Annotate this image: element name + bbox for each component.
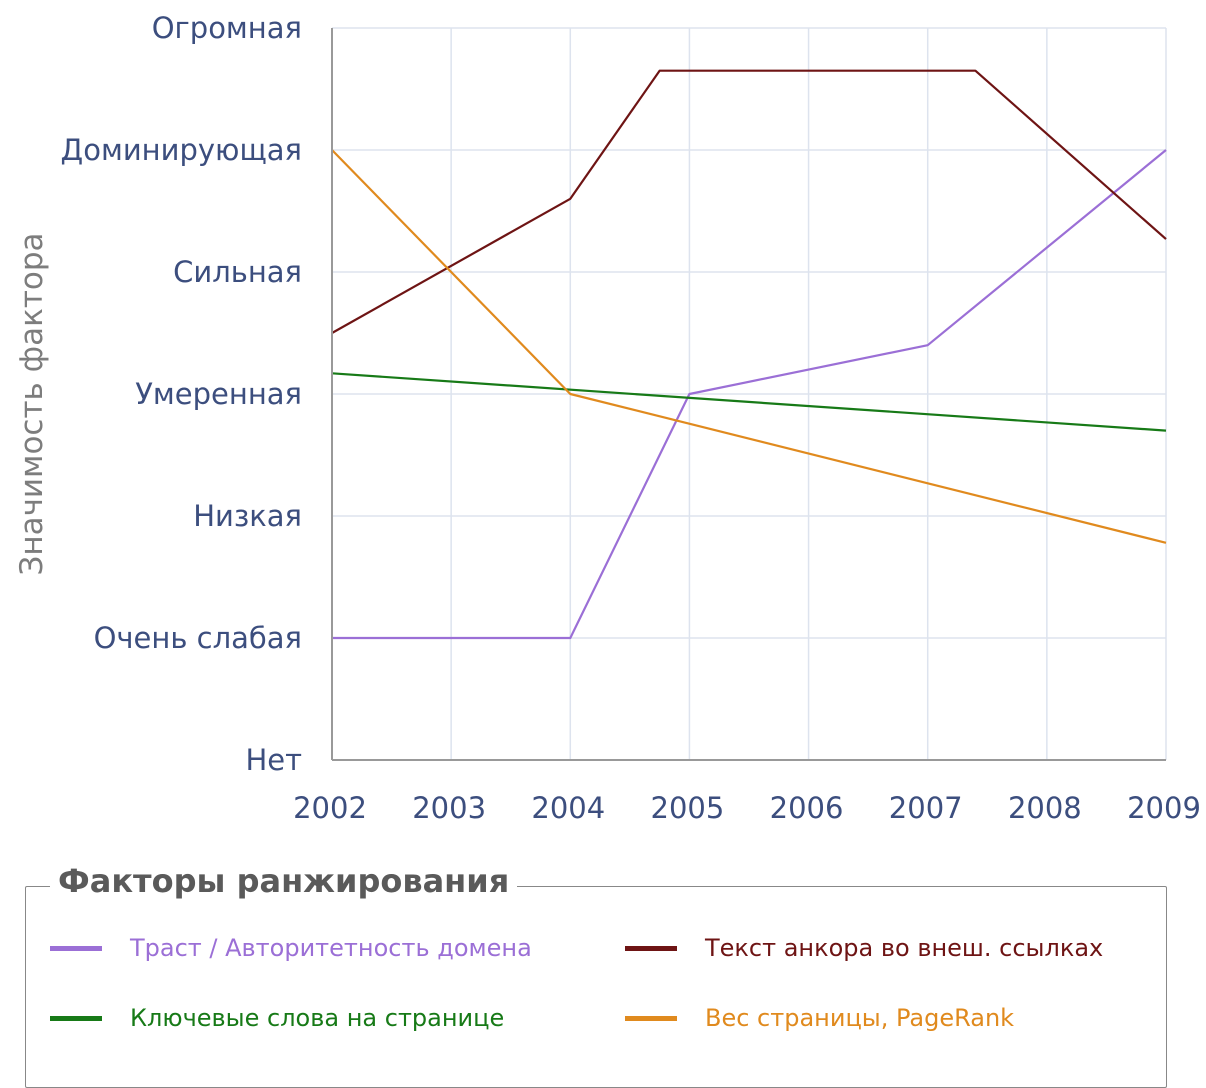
axes <box>331 28 1166 761</box>
legend-swatch <box>625 1015 677 1021</box>
legend-box <box>25 886 1167 1088</box>
y-tick-label: Нет <box>245 743 302 777</box>
line-chart: Нет Очень слабая Низкая Умеренная Сильная Дом… <box>14 11 1201 825</box>
legend-title: Факторы ранжирования <box>50 862 518 900</box>
x-tick-label: 2005 <box>651 791 725 825</box>
y-tick-label: Доминирующая <box>61 133 302 167</box>
y-tick-label: Умеренная <box>135 377 302 411</box>
series-lines <box>331 69 1167 640</box>
y-tick-label: Низкая <box>193 499 302 533</box>
legend-item-keywords: Ключевые слова на странице <box>50 1004 504 1032</box>
legend-label: Текст анкора во внеш. ссылках <box>705 934 1104 962</box>
x-tick-label: 2007 <box>889 791 963 825</box>
series-line-pagerank <box>331 149 1167 544</box>
x-tick-label: 2008 <box>1008 791 1082 825</box>
x-tick-label: 2003 <box>412 791 486 825</box>
x-tick-label: 2002 <box>293 791 367 825</box>
legend-swatch <box>625 945 677 951</box>
legend-swatch <box>50 945 102 951</box>
series-line-keywords <box>331 372 1167 432</box>
y-axis-label: Значимость фактора <box>14 232 50 575</box>
legend-label: Траст / Авторитетность домена <box>130 934 532 962</box>
x-tick-label: 2004 <box>531 791 605 825</box>
legend-label: Ключевые слова на странице <box>130 1004 505 1032</box>
grid <box>332 27 1167 760</box>
legend-swatch <box>50 1015 102 1021</box>
tick-labels: Нет Очень слабая Низкая Умеренная Сильная Дом… <box>14 11 1201 825</box>
legend-label: Вес страницы, PageRank <box>705 1004 1015 1032</box>
y-tick-label: Огромная <box>152 11 302 45</box>
series-line-trust <box>332 149 1167 640</box>
series-line-anchor-text <box>331 69 1167 334</box>
x-tick-label: 2006 <box>770 791 844 825</box>
legend-item-anchor-text: Текст анкора во внеш. ссылках <box>625 934 1103 962</box>
legend-item-pagerank: Вес страницы, PageRank <box>625 1004 1014 1032</box>
x-tick-label: 2009 <box>1127 791 1201 825</box>
y-tick-label: Очень слабая <box>94 621 302 655</box>
y-tick-label: Сильная <box>173 255 302 289</box>
legend-item-trust: Траст / Авторитетность домена <box>50 934 532 962</box>
